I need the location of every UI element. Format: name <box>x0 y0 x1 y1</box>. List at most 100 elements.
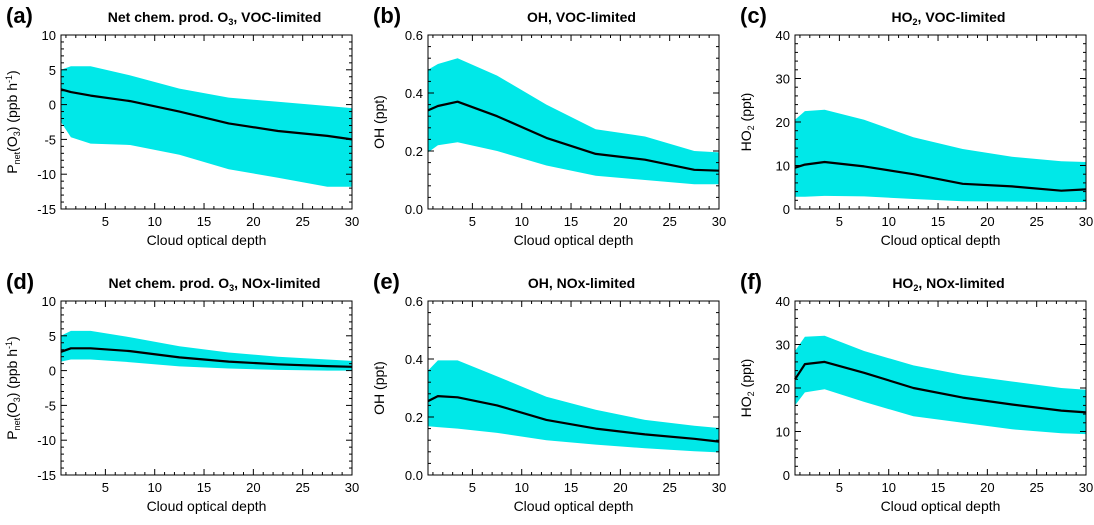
x-tick-label: 30 <box>712 214 726 229</box>
y-tick-label: 5 <box>49 329 56 344</box>
uncertainty-band <box>61 330 352 371</box>
x-tick-label: 15 <box>564 214 578 229</box>
y-tick-label: 0.4 <box>405 86 423 101</box>
y-tick-label: 0.6 <box>405 294 423 309</box>
x-axis-title: Cloud optical depth <box>147 498 267 514</box>
y-tick-label: 0 <box>49 98 56 113</box>
uncertainty-band <box>61 66 352 187</box>
mean-line <box>794 160 1087 192</box>
plot-frame <box>427 300 720 476</box>
x-tick-label: 15 <box>564 480 578 495</box>
y-tick-label: 30 <box>776 72 790 87</box>
panel-title: Net chem. prod. O3, NOx-limited <box>109 275 321 293</box>
x-axis-title: Cloud optical depth <box>514 498 634 514</box>
plot-frame <box>60 34 353 210</box>
panel-b: 5 10 15 20 25 30 0.0 0.2 0.4 0.6 Cloud optical dep… <box>371 3 726 248</box>
x-tick-label: 30 <box>1079 214 1093 229</box>
y-tick-label: -10 <box>37 433 56 448</box>
y-tick-label: 0.4 <box>405 352 423 367</box>
y-tick-label: 20 <box>776 115 790 130</box>
x-tick-label: 10 <box>147 480 161 495</box>
y-axis-title: Pnet(O3) (ppb h-1) <box>4 336 22 439</box>
y-tick-label: 40 <box>776 28 790 43</box>
panel-title: HO2, VOC-limited <box>892 9 1006 27</box>
x-tick-label: 15 <box>931 480 945 495</box>
panel-d: 5 10 15 20 25 30 -15 -10 -5 0 5 10 Cloud optical dep… <box>4 269 359 514</box>
x-tick-label: 25 <box>1029 480 1043 495</box>
y-tick-label: 0.6 <box>405 28 423 43</box>
panel-letter: (e) <box>373 269 400 294</box>
panel-letter: (b) <box>373 3 401 28</box>
x-tick-label: 30 <box>1079 480 1093 495</box>
y-tick-label: 5 <box>49 63 56 78</box>
x-tick-label: 5 <box>836 480 843 495</box>
x-axis-title: Cloud optical depth <box>514 232 634 248</box>
x-tick-label: 5 <box>836 214 843 229</box>
x-tick-label: 10 <box>147 214 161 229</box>
x-tick-label: 25 <box>295 480 309 495</box>
panel-title: Net chem. prod. O3, VOC-limited <box>108 9 322 27</box>
y-tick-label: 40 <box>776 294 790 309</box>
y-tick-label: 0.0 <box>405 468 423 483</box>
x-tick-label: 5 <box>102 214 109 229</box>
mean-line <box>794 360 1087 414</box>
y-axis-title: OH (ppt) <box>371 361 387 415</box>
x-tick-label: 25 <box>295 214 309 229</box>
plot-frame <box>427 34 720 210</box>
panel-title: OH, VOC-limited <box>527 9 636 25</box>
y-tick-label: -5 <box>44 132 56 147</box>
y-tick-label: -5 <box>44 398 56 413</box>
panel-title: OH, NOx-limited <box>528 275 635 291</box>
x-tick-label: 5 <box>469 214 476 229</box>
x-tick-label: 15 <box>931 214 945 229</box>
x-tick-label: 20 <box>980 214 994 229</box>
panel-letter: (c) <box>740 3 767 28</box>
x-tick-label: 20 <box>980 480 994 495</box>
y-tick-label: 20 <box>776 381 790 396</box>
y-tick-label: 0 <box>49 364 56 379</box>
x-tick-label: 15 <box>197 480 211 495</box>
mean-line <box>60 88 353 141</box>
y-axis-title: OH (ppt) <box>371 95 387 149</box>
panel-letter: (a) <box>6 3 33 28</box>
y-tick-label: 10 <box>776 425 790 440</box>
x-tick-label: 20 <box>246 480 260 495</box>
panel-letter: (f) <box>740 269 762 294</box>
y-tick-label: -10 <box>37 167 56 182</box>
x-axis-title: Cloud optical depth <box>147 232 267 248</box>
y-tick-label: 0 <box>783 468 790 483</box>
x-tick-label: 10 <box>514 214 528 229</box>
plot-frame <box>60 300 353 476</box>
x-tick-label: 10 <box>881 480 895 495</box>
y-tick-label: -15 <box>37 202 56 217</box>
y-axis-title: HO2 (ppt) <box>738 93 756 152</box>
x-tick-label: 25 <box>662 214 676 229</box>
panel-title: HO2, NOx-limited <box>892 275 1004 293</box>
y-tick-label: 30 <box>776 338 790 353</box>
mean-line <box>427 395 720 443</box>
y-tick-label: 0.2 <box>405 144 423 159</box>
x-tick-label: 5 <box>469 480 476 495</box>
panel-f: 5 10 15 20 25 30 0 10 20 30 40 Cloud optical depth H… <box>738 269 1093 514</box>
x-tick-label: 20 <box>613 214 627 229</box>
panel-a: 5 10 15 20 25 30 -15 -10 -5 0 5 10 Cloud optical dep… <box>4 3 359 248</box>
panel-c: 5 10 15 20 25 30 0 10 20 30 40 Cloud optical depth H… <box>738 3 1093 248</box>
uncertainty-band <box>795 109 1086 202</box>
y-axis-title: Pnet(O3) (ppb h-1) <box>4 70 22 173</box>
y-axis-title: HO2 (ppt) <box>738 359 756 418</box>
x-tick-label: 30 <box>345 214 359 229</box>
mean-line <box>427 100 720 172</box>
y-tick-label: 10 <box>776 159 790 174</box>
uncertainty-band <box>795 335 1086 435</box>
x-axis-title: Cloud optical depth <box>881 232 1001 248</box>
y-tick-label: 0 <box>783 202 790 217</box>
uncertainty-band <box>428 360 719 453</box>
x-tick-label: 20 <box>613 480 627 495</box>
panel-letter: (d) <box>6 269 34 294</box>
uncertainty-band <box>428 58 719 185</box>
x-tick-label: 20 <box>246 214 260 229</box>
x-tick-label: 30 <box>712 480 726 495</box>
y-tick-label: 0.0 <box>405 202 423 217</box>
x-tick-label: 5 <box>102 480 109 495</box>
